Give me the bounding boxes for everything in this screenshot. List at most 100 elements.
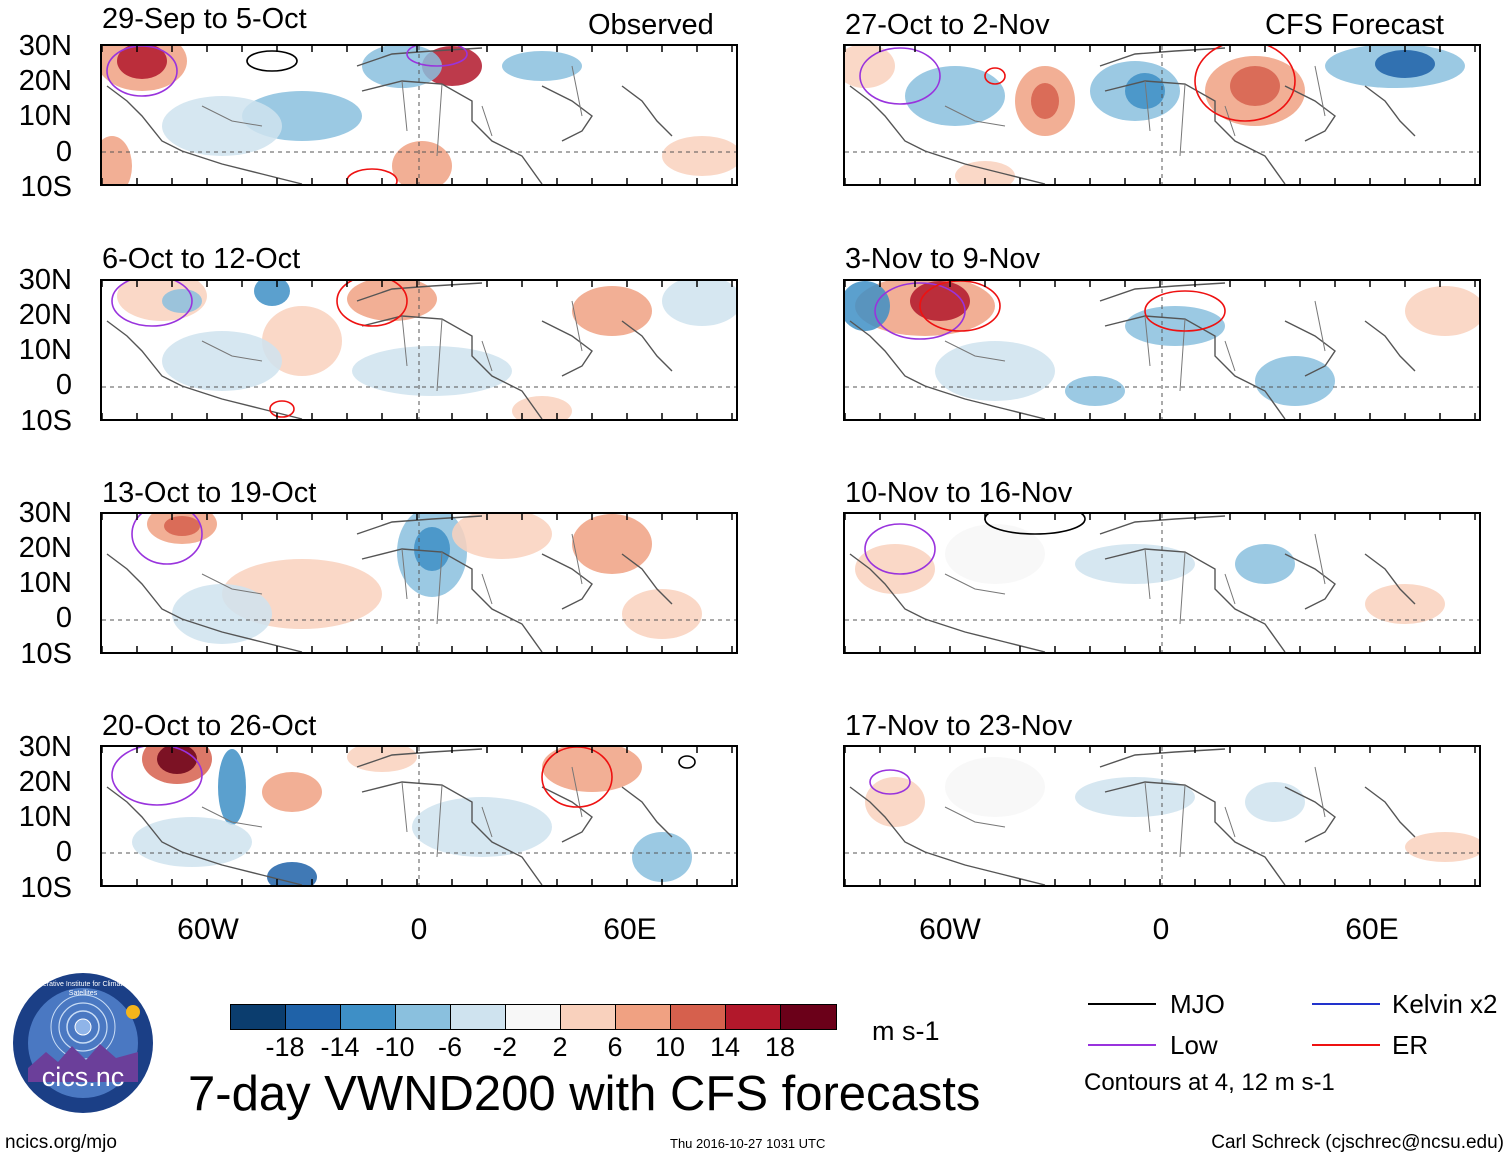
anomaly-shading: [502, 51, 582, 81]
map-panel-obs-1-map: [102, 46, 736, 184]
anomaly-shading: [347, 747, 417, 772]
country-borders: [201, 533, 583, 625]
map-panel-obs-2: [100, 279, 738, 421]
colorbar-units: m s-1: [872, 1016, 940, 1046]
y-label: 0: [55, 836, 72, 868]
y-label: 20N: [18, 65, 72, 97]
anomaly-shading: [1365, 584, 1445, 624]
filtered-contour: [984, 67, 1006, 85]
filtered-contour: [864, 523, 936, 575]
filtered-contour: [246, 50, 298, 72]
main-title: 7-day VWND200 with CFS forecasts: [188, 1067, 981, 1121]
footer-author: Carl Schreck (cjschrec@ncsu.edu): [1211, 1132, 1504, 1153]
legend-line-kelvin: [1312, 1003, 1380, 1005]
footer-url[interactable]: ncics.org/mjo: [5, 1132, 117, 1153]
colorbar-swatch: [341, 1005, 396, 1029]
anomaly-shading: [392, 141, 452, 184]
filtered-contour: [874, 282, 966, 340]
logo-ring-text: Cooperative Institute for Climate and Sa…: [26, 981, 140, 997]
footer-timestamp: Thu 2016-10-27 1031 UTC: [670, 1136, 826, 1151]
colorbar-label: 14: [709, 1032, 741, 1062]
panel-title-obs-2: 6-Oct to 12-Oct: [102, 243, 301, 275]
country-borders: [944, 300, 1326, 392]
anomaly-shading: [162, 331, 282, 391]
y-label: 30N: [18, 731, 72, 763]
legend-label-kelvin: Kelvin x2: [1392, 989, 1498, 1019]
logo-text: cics.nc: [41, 1062, 125, 1092]
filtered-contour: [106, 46, 178, 97]
x-label-obs-60w: 60W: [177, 913, 239, 946]
colorbar-swatch: [616, 1005, 671, 1029]
anomaly-shading: [254, 281, 290, 306]
country-borders: [944, 65, 1326, 157]
anomaly-shading: [845, 281, 890, 331]
colorbar-label: -2: [492, 1032, 517, 1062]
y-label: 0: [55, 136, 72, 168]
anomaly-shading: [572, 286, 652, 336]
y-label: 10N: [18, 100, 72, 132]
map-panel-fcst-3-map: [845, 514, 1479, 652]
map-panel-obs-1: [100, 44, 738, 186]
anomaly-shading: [132, 817, 252, 867]
forecast-header: CFS Forecast: [1265, 9, 1444, 41]
y-label: 30N: [18, 497, 72, 529]
coastline: [106, 47, 673, 184]
anomaly-shading: [162, 96, 282, 156]
map-panel-fcst-2-map: [845, 281, 1479, 419]
anomaly-shading: [352, 346, 512, 396]
coastline: [849, 282, 1416, 419]
anomaly-shading: [662, 136, 736, 176]
coastline: [106, 282, 673, 419]
colorbar-swatch: [396, 1005, 451, 1029]
filtered-contour: [1194, 46, 1296, 122]
colorbar-label: -6: [437, 1032, 462, 1062]
anomaly-shading: [1031, 83, 1059, 119]
anomaly-shading: [1245, 782, 1305, 822]
country-borders: [201, 65, 583, 157]
y-label: 10N: [18, 801, 72, 833]
colorbar-swatch: [561, 1005, 616, 1029]
anomaly-shading: [945, 757, 1045, 817]
anomaly-shading: [662, 281, 736, 326]
y-label: 0: [55, 602, 72, 634]
anomaly-shading: [955, 161, 1015, 184]
anomaly-shading: [632, 832, 692, 882]
map-panel-obs-4-map: [102, 747, 736, 885]
filtered-contour: [111, 281, 193, 327]
anomaly-shading: [1405, 832, 1479, 862]
filtered-contour: [541, 747, 613, 808]
legend-line-mjo: [1088, 1003, 1156, 1005]
anomaly-shading: [512, 396, 572, 419]
colorbar-swatch: [506, 1005, 561, 1029]
colorbar-label: 10: [654, 1032, 686, 1062]
panel-title-obs-3: 13-Oct to 19-Oct: [102, 477, 317, 509]
legend-label-er: ER: [1392, 1030, 1429, 1060]
anomaly-shading: [347, 281, 437, 321]
y-label: 20N: [18, 766, 72, 798]
colorbar: [230, 1004, 837, 1030]
anomaly-shading: [542, 747, 642, 792]
y-label: 30N: [18, 30, 72, 62]
map-panel-fcst-1-map: [845, 46, 1479, 184]
map-panel-obs-4: [100, 745, 738, 887]
anomaly-shading: [102, 136, 132, 184]
map-panel-obs-2-map: [102, 281, 736, 419]
y-label: 10N: [18, 567, 72, 599]
anomaly-shading: [162, 289, 202, 313]
y-label: 10S: [20, 171, 72, 203]
colorbar-label: 18: [764, 1032, 796, 1062]
anomaly-shading: [572, 514, 652, 574]
anomaly-shading: [1405, 286, 1479, 336]
colorbar-label: -18: [265, 1032, 305, 1062]
filtered-contour: [919, 281, 1001, 332]
coastline: [849, 515, 1416, 652]
anomaly-shading: [1125, 73, 1165, 109]
anomaly-shading: [362, 46, 442, 88]
country-borders: [944, 766, 1326, 858]
country-borders: [944, 533, 1326, 625]
coastline: [849, 748, 1416, 885]
anomaly-shading: [157, 747, 197, 774]
panel-title-fcst-3: 10-Nov to 16-Nov: [845, 477, 1073, 509]
anomaly-shading: [117, 46, 167, 79]
anomaly-shading: [1065, 376, 1125, 406]
